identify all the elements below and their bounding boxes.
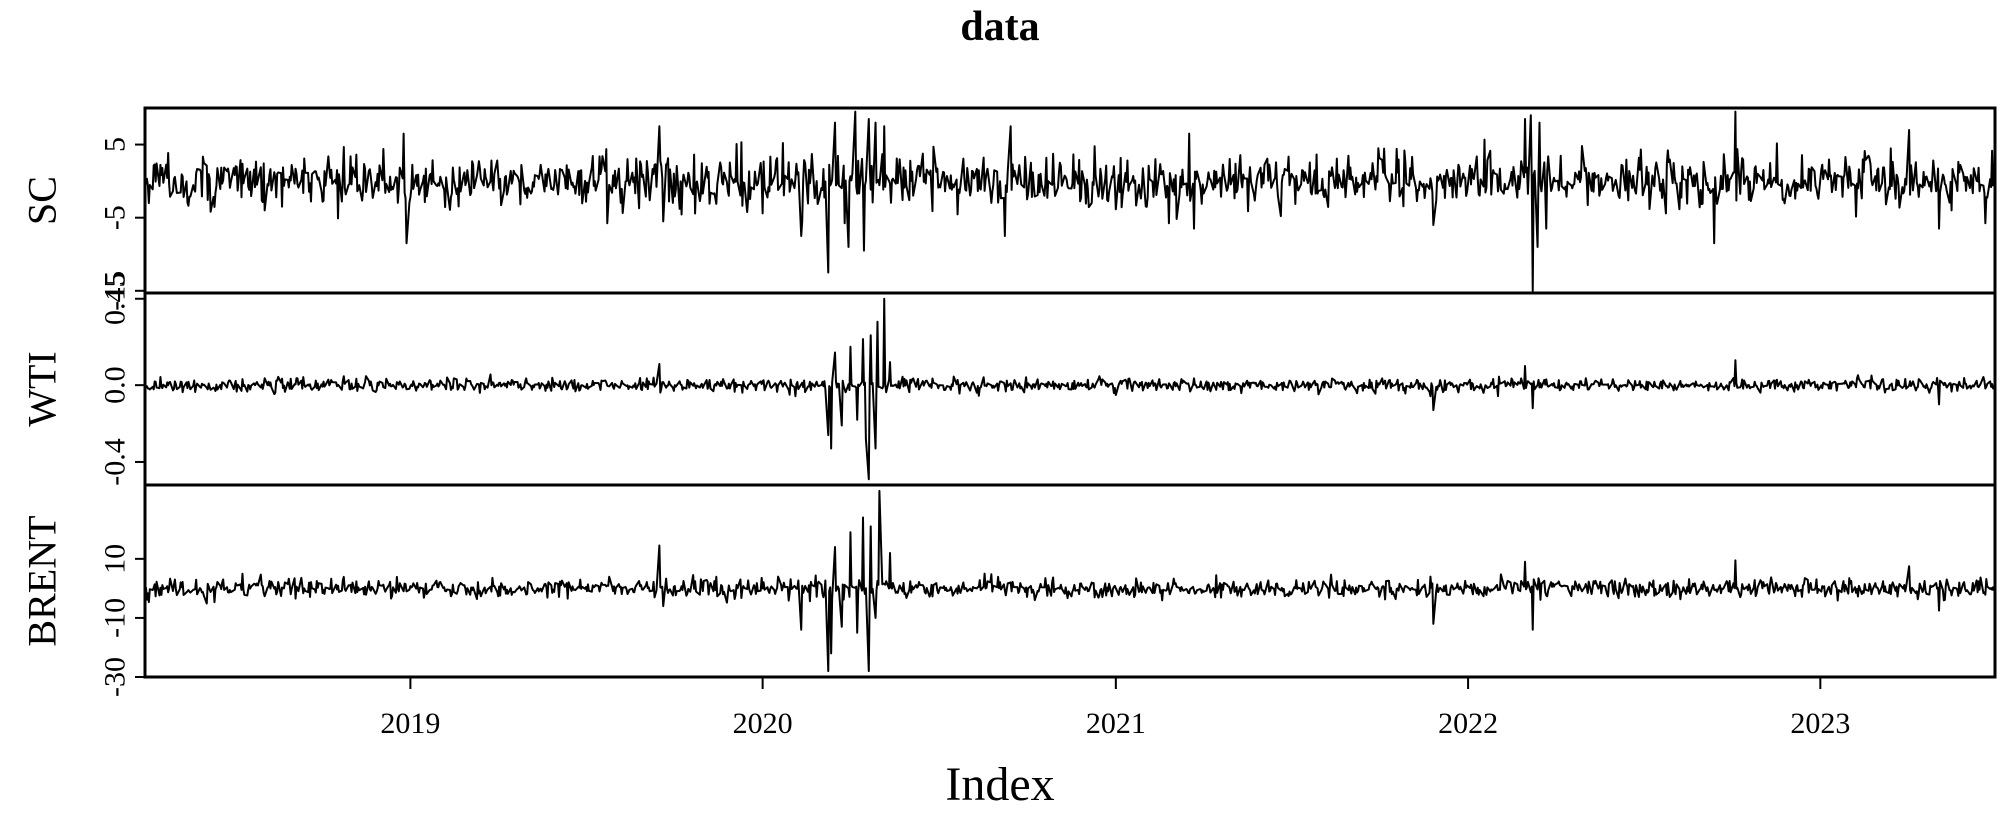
y-tick-label: -30 [99, 657, 132, 697]
y-tick-label: -10 [99, 598, 132, 638]
y-axis-label-sc: SC [20, 176, 65, 225]
chart-title: data [960, 4, 1039, 50]
y-axis-label-wti: WTI [20, 351, 65, 427]
x-tick-label: 2021 [1086, 707, 1146, 740]
y-axis-label-brent: BRENT [20, 515, 65, 646]
y-tick-label: -15 [99, 271, 132, 311]
y-tick-label: 0.45 [99, 273, 132, 326]
y-tick-label: 5 [99, 137, 132, 152]
y-tick-label: -0.4 [99, 438, 132, 486]
x-tick-label: 2023 [1790, 707, 1850, 740]
x-axis-label: Index [945, 758, 1054, 811]
panel-wti: 0.45 0.0 -0.4 WTI [20, 273, 1997, 487]
panel-frame [143, 483, 1997, 679]
panels-layer: 5 -5 -15 SC 0.45 0.0 -0.4 WTI 10 -10 -30 BRENT [20, 106, 1997, 697]
x-tick-label: 2020 [733, 707, 793, 740]
y-tick-label: 10 [99, 544, 132, 574]
y-tick-label: -5 [99, 205, 132, 230]
x-axis: 2019 2020 2021 2022 2023 [380, 677, 1850, 740]
y-tick-label: 0.0 [99, 366, 132, 404]
panel-brent: 10 -10 -30 BRENT [20, 483, 1997, 697]
series-line-brent [144, 489, 1995, 673]
panel-sc: 5 -5 -15 SC [20, 106, 1997, 311]
series-line-wti [145, 297, 1995, 481]
series-line-sc [144, 110, 1996, 292]
x-tick-label: 2022 [1438, 707, 1498, 740]
x-tick-label: 2019 [380, 707, 440, 740]
